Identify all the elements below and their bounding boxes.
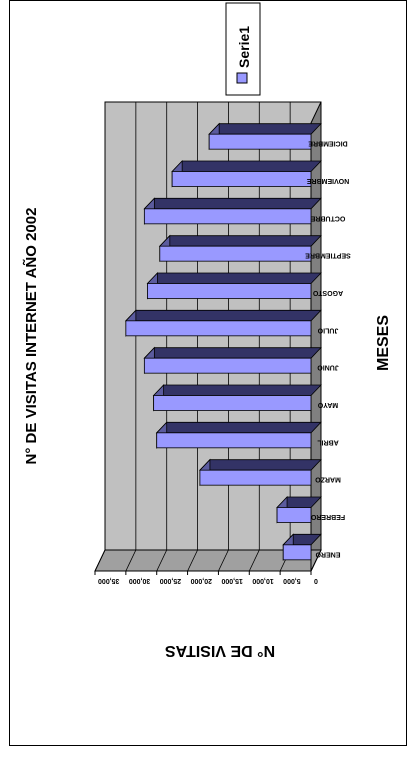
x-tick-label: ENERO	[315, 550, 340, 557]
y-tick-label: 5,000	[283, 577, 301, 584]
y-tick-label: 35,000	[98, 577, 120, 584]
y-tick-label: 25,000	[160, 577, 182, 584]
gridline-side	[218, 549, 229, 572]
bar	[171, 171, 312, 187]
bar	[143, 208, 312, 225]
y-axis-label: N° DE VISITAS	[165, 642, 275, 659]
x-tick-label: FEBRERO	[310, 513, 345, 520]
x-axis-label: MESES	[375, 315, 392, 371]
y-tick-label: 0	[314, 577, 318, 584]
legend: Serie1	[225, 2, 261, 96]
gridline-side	[187, 549, 198, 572]
bar	[282, 544, 312, 561]
bar	[159, 245, 312, 262]
bar-top-face	[171, 160, 322, 172]
x-tick-label: JUNIO	[317, 364, 339, 371]
x-tick-label: MAYO	[317, 401, 338, 408]
legend-label: Serie1	[236, 26, 252, 68]
bar	[199, 469, 312, 486]
bar-top-face	[158, 235, 322, 247]
bar	[125, 320, 312, 337]
bar-top-face	[208, 123, 322, 135]
gridline-side	[94, 549, 106, 572]
bar	[143, 357, 312, 374]
x-tick-label: OCTUBRE	[310, 214, 345, 221]
x-tick-label: JULIO	[317, 326, 338, 333]
x-tick-label: ABRIL	[317, 438, 339, 445]
bar-top-face	[143, 347, 322, 359]
x-tick-label: MARZO	[315, 476, 341, 483]
chart-frame: 0 5,000 10,000 15,000 20,000 25,000 30,000 35,0…	[9, 0, 407, 746]
gridline-side	[125, 549, 137, 572]
chart-title: N° DE VISITAS INTERNET AÑO 2002	[22, 208, 40, 465]
y-tick-label: 20,000	[190, 577, 212, 584]
bar-top-face	[146, 272, 322, 284]
gridline-side	[156, 549, 168, 572]
bar-top-face	[124, 309, 322, 322]
bar	[156, 432, 312, 449]
bar	[147, 283, 312, 299]
gridline-side	[310, 549, 322, 572]
bar-top-face	[198, 459, 322, 471]
x-tick-label: DICIEMBRE	[308, 140, 348, 147]
x-tick-label: AGOSTO	[312, 289, 343, 296]
y-tick-label: 15,000	[221, 577, 243, 584]
x-tick-label: SEPTIEMBRE	[305, 252, 351, 259]
bar-top-face	[152, 384, 322, 396]
y-tick-label: 10,000	[252, 577, 274, 584]
bar	[276, 507, 312, 523]
bar-top-face	[155, 421, 322, 434]
legend-swatch	[236, 72, 248, 84]
bar	[153, 395, 312, 411]
gridline-side	[248, 549, 260, 572]
x-tick-label: NOVIEMBRE	[306, 177, 349, 184]
y-tick-label: 30,000	[129, 577, 151, 584]
bar-chart: 0 5,000 10,000 15,000 20,000 25,000 30,000 35,0…	[22, 2, 392, 659]
plot-area: 0 5,000 10,000 15,000 20,000 25,000 30,000 35,0…	[94, 101, 351, 584]
bar	[208, 133, 312, 150]
bar-top-face	[143, 197, 322, 210]
